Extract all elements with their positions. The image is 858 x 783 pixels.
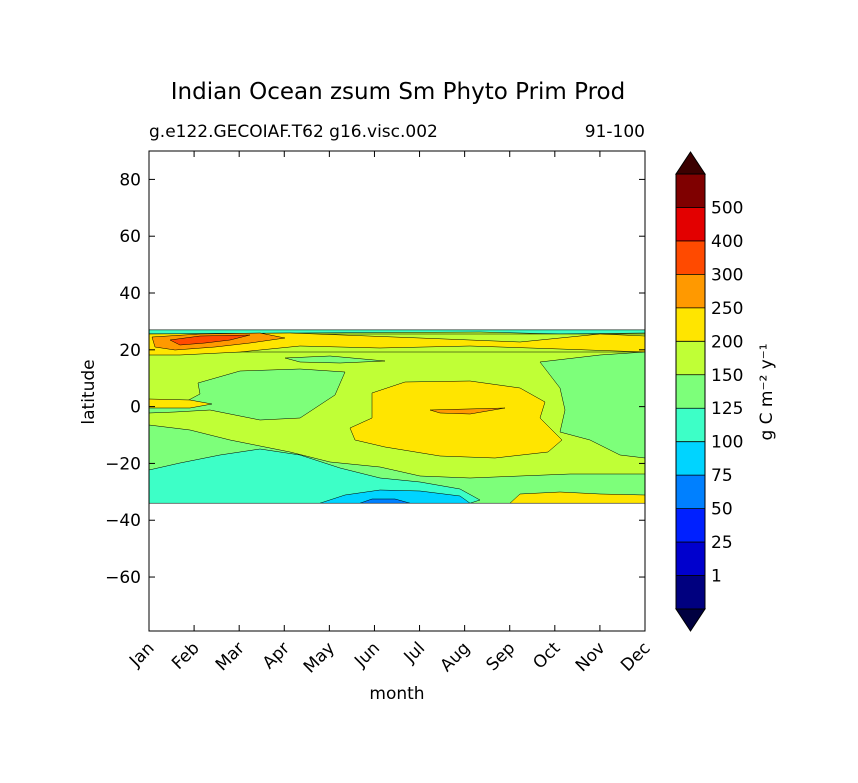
x-tick-label: Apr <box>259 638 294 673</box>
contour-region-5 <box>284 355 386 364</box>
x-tick-label: Oct <box>529 638 564 673</box>
y-tick-label: −20 <box>105 454 141 474</box>
x-tick-label: Nov <box>572 638 610 676</box>
colorbar-tick-label: 300 <box>711 265 743 285</box>
x-tick-label: Jul <box>400 638 429 667</box>
contour-region-12 <box>319 489 471 504</box>
y-axis-label: latitude <box>79 359 99 424</box>
colorbar-segment <box>676 441 705 476</box>
colorbar-tick-label: 50 <box>711 500 733 520</box>
chart-subtitle-right: 91-100 <box>585 122 645 142</box>
y-axis: 80 60 40 20 0 −20 −40 −60 <box>105 170 645 588</box>
colorbar-segment <box>676 307 705 342</box>
colorbar-segment <box>676 575 705 609</box>
plot-frame <box>148 150 646 632</box>
colorbar-segment <box>676 274 705 308</box>
y-tick-label: 60 <box>119 227 141 247</box>
y-tick-label: 0 <box>130 398 141 418</box>
colorbar-frame <box>675 173 706 610</box>
x-tick-label: Mar <box>212 638 249 675</box>
contour-regions <box>148 329 646 504</box>
x-tick-label: Feb <box>168 638 203 673</box>
contour-region-9 <box>429 407 506 415</box>
x-tick-label: Aug <box>437 638 475 676</box>
colorbar-segment <box>676 374 705 409</box>
contour-region-8 <box>349 380 563 459</box>
x-axis-label: month <box>369 684 424 704</box>
x-tick-label: Jun <box>350 638 384 672</box>
colorbar-tick-label: 250 <box>711 299 743 319</box>
chart-title: Indian Ocean zsum Sm Phyto Prim Prod <box>171 79 625 105</box>
contour-region-7 <box>539 351 646 459</box>
colorbar-segment <box>676 408 705 442</box>
colorbar-tick-label: 400 <box>711 232 743 252</box>
y-tick-label: −40 <box>105 511 141 531</box>
x-tick-label: Sep <box>482 638 519 675</box>
colorbar-segment <box>676 542 705 576</box>
colorbar-extend-under <box>675 608 706 632</box>
colorbar-segment <box>676 475 705 509</box>
contour-region-4 <box>169 334 251 346</box>
colorbar-tick-label: 150 <box>711 366 743 386</box>
y-tick-label: 20 <box>119 341 141 361</box>
colorbar-tick-label: 100 <box>711 433 743 453</box>
y-tick-label: 40 <box>119 284 141 304</box>
chart-subtitle-left: g.e122.GECOIAF.T62 g16.visc.002 <box>149 122 438 142</box>
colorbar-segment <box>676 207 705 241</box>
colorbar-segment <box>676 174 705 208</box>
contour-region-13 <box>359 498 411 504</box>
x-tick-label: May <box>300 638 339 677</box>
colorbar-tick-label: 25 <box>711 533 733 553</box>
colorbar-tick-label: 1 <box>711 567 722 587</box>
y-tick-label: −60 <box>105 568 141 588</box>
x-tick-label: Dec <box>617 638 654 675</box>
y-tick-label: 80 <box>119 170 141 190</box>
colorbar-tick-label: 125 <box>711 399 743 419</box>
colorbar-tick-label: 75 <box>711 466 733 486</box>
colorbar-tick-label: 200 <box>711 332 743 352</box>
colorbar-extend-over <box>675 151 706 175</box>
colorbar-segment <box>676 341 705 375</box>
colorbar-segment <box>676 508 705 543</box>
x-tick-label: Jan <box>125 638 158 671</box>
colorbar-label: g C m⁻² y⁻¹ <box>757 343 777 440</box>
colorbar-segment <box>676 240 705 275</box>
plot-area: Jan Feb Mar Apr May Jun Jul Aug Sep Oct Nov Dec 80 6… <box>105 150 655 677</box>
colorbar-tick-label: 500 <box>711 198 743 218</box>
